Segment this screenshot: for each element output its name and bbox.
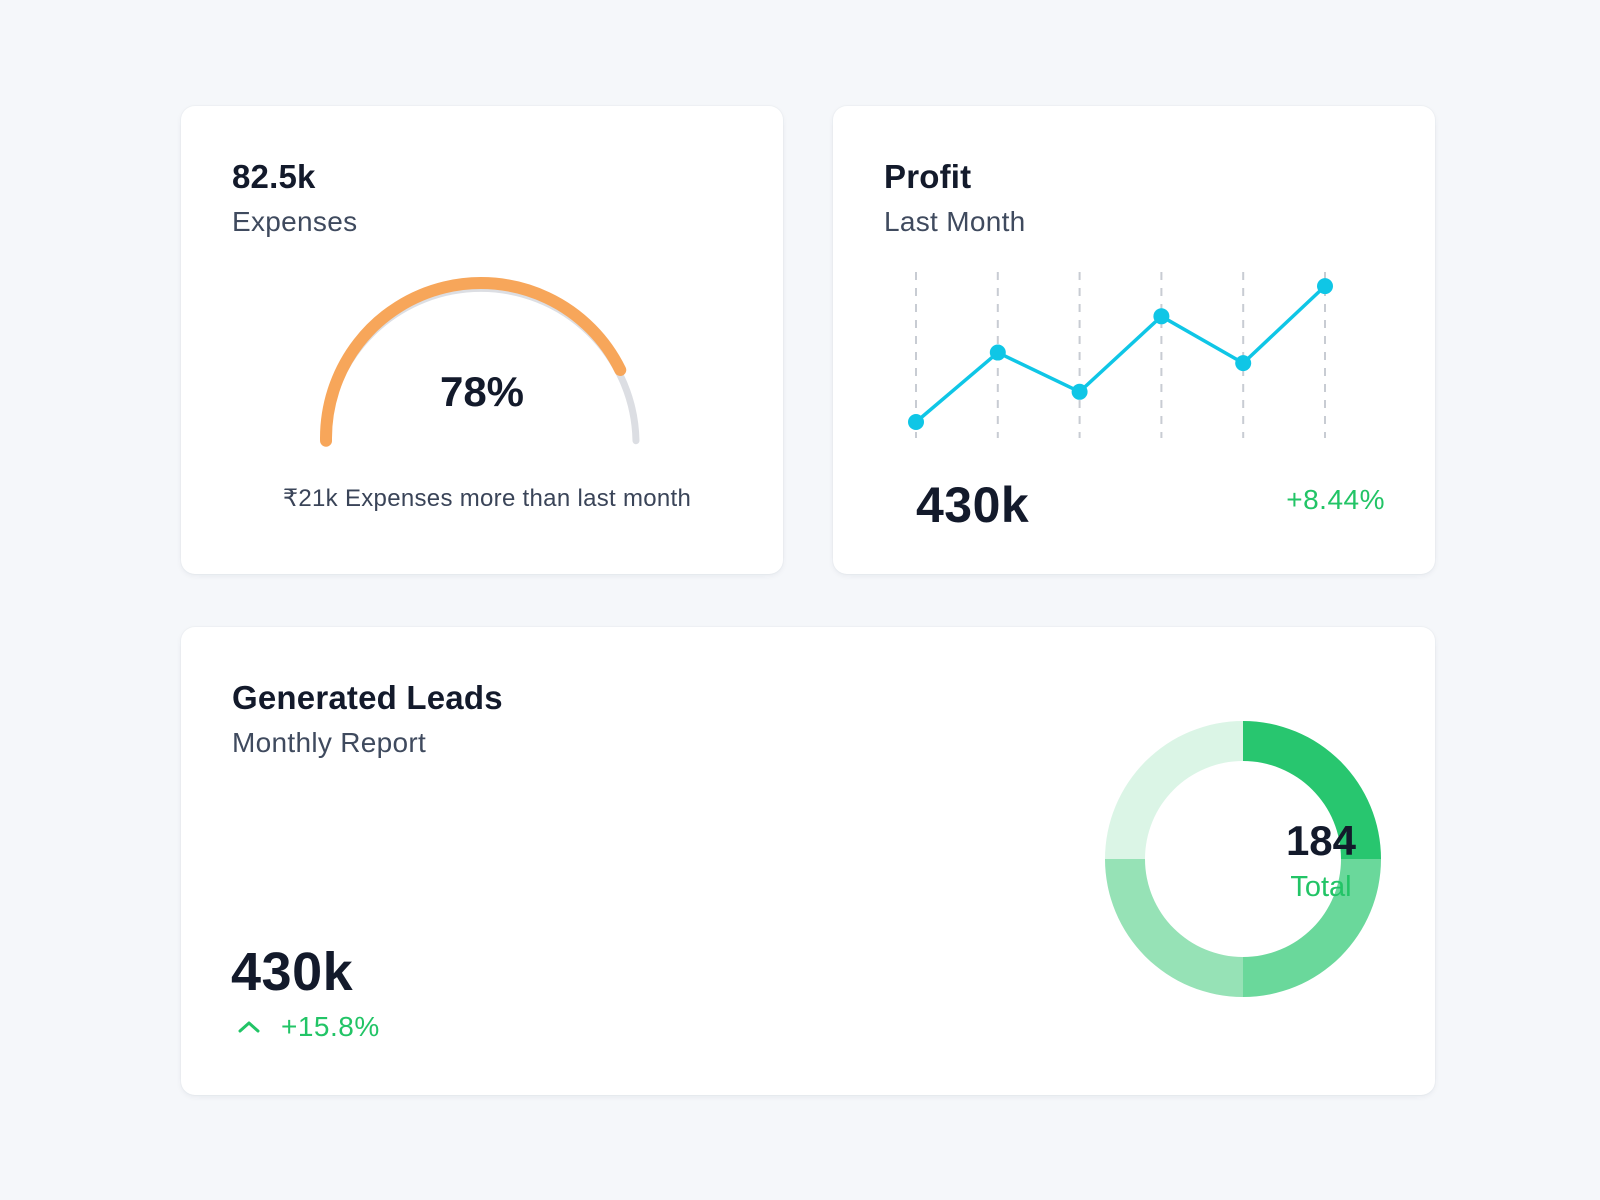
donut-segment (1105, 859, 1243, 997)
leads-value: 430k (231, 942, 354, 1002)
gauge-percentage: 78% (439, 368, 525, 415)
data-point (1317, 278, 1333, 295)
expenses-caption: ₹21k Expenses more than last month (282, 485, 692, 512)
profit-period: Last Month (884, 206, 1026, 237)
donut-segment (1243, 859, 1381, 997)
leads-title: Generated Leads (232, 679, 503, 716)
profit-line (914, 284, 1327, 424)
profit-value: 430k (916, 477, 1030, 533)
expenses-amount: 82.5k (232, 158, 316, 195)
expenses-gauge (320, 277, 640, 447)
profit-change: +8.44% (1286, 484, 1385, 515)
donut-segment (1243, 721, 1381, 859)
leads-donut-chart (1105, 721, 1381, 997)
data-point (908, 414, 924, 430)
donut-total-label: Total (1290, 871, 1352, 903)
profit-card: Profit Last Month 430k +8.44% (833, 106, 1435, 574)
leads-change: +15.8% (281, 1011, 380, 1042)
gauge-track (322, 285, 640, 445)
generated-leads-card: Generated Leads Monthly Report 430k +15.… (181, 627, 1435, 1095)
expenses-card: 82.5k Expenses 78% ₹21k Expenses more th… (181, 106, 783, 574)
leads-subtitle: Monthly Report (232, 727, 427, 758)
expenses-label: Expenses (232, 206, 358, 237)
profit-title: Profit (884, 158, 972, 195)
leads-change-row: +15.8% (237, 1011, 380, 1043)
profit-line-chart (908, 272, 1333, 438)
gauge-progress (320, 277, 627, 447)
data-point (989, 344, 1006, 361)
data-point (1153, 308, 1170, 325)
donut-total-value: 184 (1285, 817, 1357, 864)
chevron-up-icon (238, 1021, 260, 1033)
data-point (1235, 355, 1252, 372)
donut-segment (1105, 721, 1243, 859)
data-point (1071, 383, 1088, 400)
